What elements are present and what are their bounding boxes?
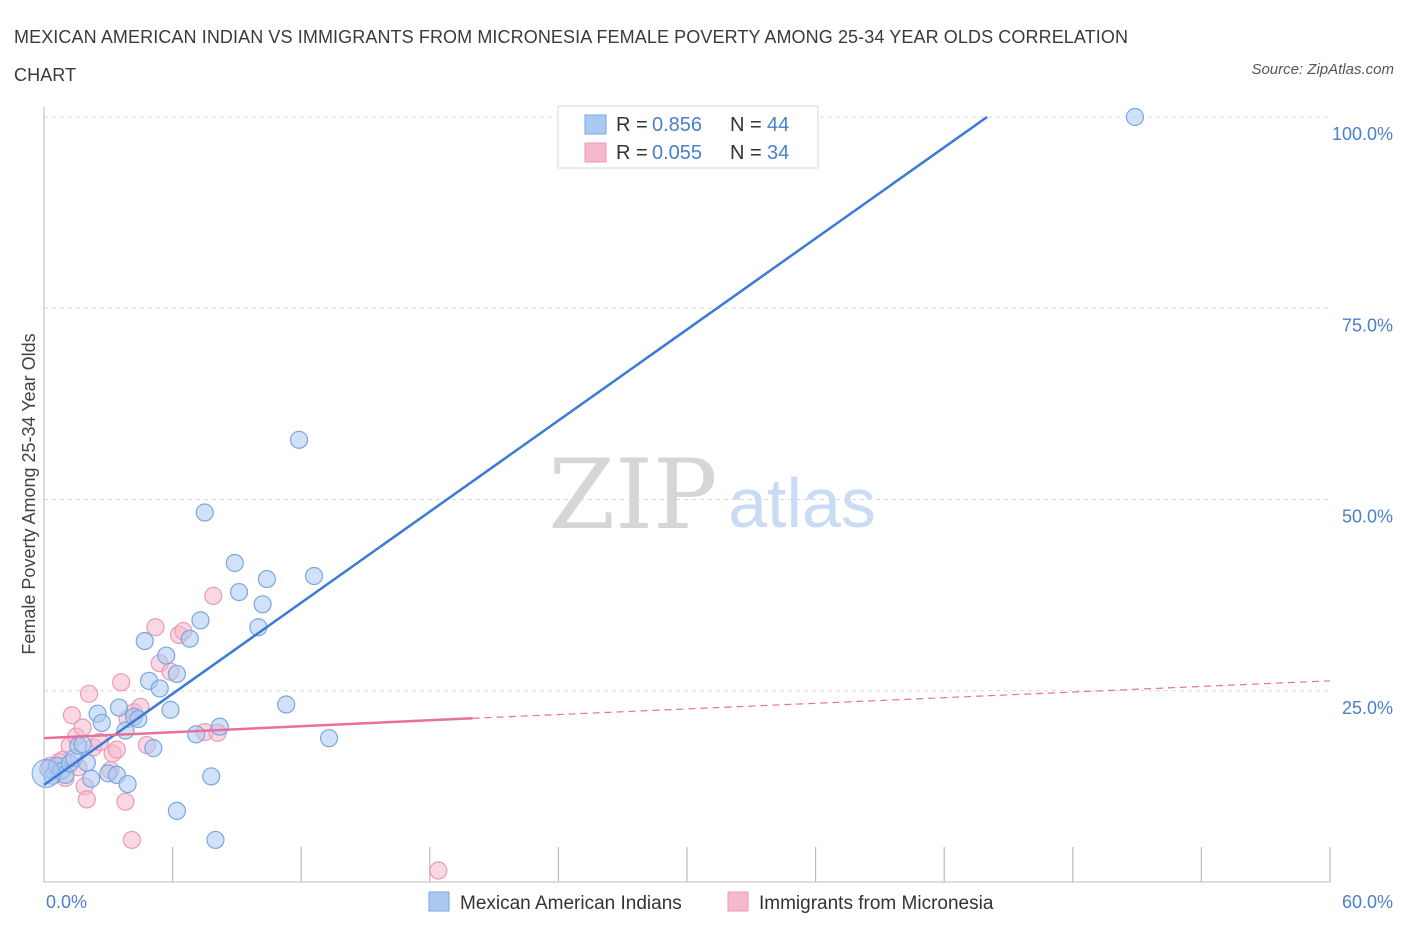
axes: 100.0% 75.0% 50.0% 25.0% 0.0% 60.0% [43,107,1393,912]
y-tick-label: 75.0% [1342,315,1393,335]
point-mexican-american-indians [77,753,96,772]
correlation-stats-box: R = 0.856 N = 44 R = 0.055 N = 34 [557,105,819,169]
point-mexican-american-indians [73,735,92,754]
legend-swatch-mexican-american-indians [428,891,450,912]
point-mexican-american-indians [144,739,163,758]
point-mexican-american-indians [210,717,229,736]
legend-label-immigrants-micronesia: Immigrants from Micronesia [759,893,994,914]
stats-n-label: N = [730,114,762,136]
point-immigrants-micronesia [79,684,99,703]
point-mexican-american-indians [167,664,186,684]
stats-r-value: 0.856 [652,114,702,136]
point-mexican-american-indians [195,503,214,522]
stats-r-label: R = [616,114,648,136]
point-mexican-american-indians [167,801,186,820]
stats-swatch-pink [584,142,607,163]
point-immigrants-micronesia [146,618,165,637]
point-mexican-american-indians [161,700,180,719]
trendline-immigrants-micronesia-extension [472,680,1331,719]
y-tick-label: 100.0% [1332,124,1393,144]
point-immigrants-micronesia [62,706,81,725]
point-mexican-american-indians [253,595,272,614]
legend-swatch-immigrants-micronesia [727,891,749,912]
y-axis-title-group: Female Poverty Among 25-34 Year Olds [19,333,39,654]
point-immigrants-micronesia [73,718,92,737]
trendline-mexican-american-indians [43,115,988,786]
point-mexican-american-indians [109,698,129,717]
point-mexican-american-indians [304,566,324,586]
point-mexican-american-indians [82,769,101,788]
point-mexican-american-indians [225,553,244,573]
source-attribution: Source: ZipAtlas.com [1251,61,1394,78]
stats-swatch-blue [584,114,607,135]
chart-title: MEXICAN AMERICAN INDIAN VS IMMIGRANTS FR… [14,27,1129,85]
point-immigrants-micronesia [429,861,448,880]
legend: Mexican American Indians Immigrants from … [428,891,994,914]
x-tick-label-min: 0.0% [46,892,87,912]
point-mexican-american-indians [277,695,296,714]
point-immigrants-micronesia [112,673,131,692]
y-tick-label: 50.0% [1342,507,1393,527]
watermark-atlas: atlas [728,464,876,542]
point-mexican-american-indians [135,631,154,651]
point-mexican-american-indians [202,767,221,786]
point-mexican-american-indians [289,430,309,449]
trend-lines [43,115,1331,786]
y-axis-title: Female Poverty Among 25-34 Year Olds [19,333,39,654]
point-mexican-american-indians [187,725,206,744]
watermark: ZIP atlas [548,439,876,551]
point-mexican-american-indians [157,646,176,665]
legend-label-mexican-american-indians: Mexican American Indians [460,893,682,914]
point-mexican-american-indians [180,629,199,648]
point-mexican-american-indians [257,569,277,589]
trendline-immigrants-micronesia [43,717,473,740]
point-mexican-american-indians [206,830,225,850]
point-mexican-american-indians [229,582,249,602]
point-mexican-american-indians [191,611,210,630]
stats-r-label: R = [616,142,648,164]
x-tick-label-max: 60.0% [1342,892,1393,912]
point-immigrants-micronesia [122,830,141,850]
point-immigrants-micronesia [77,790,96,809]
watermark-zip: ZIP [548,439,717,551]
point-immigrants-micronesia [204,586,223,605]
stats-r-value: 0.055 [652,142,702,164]
stats-n-value: 44 [767,114,789,136]
point-mexican-american-indians [118,774,137,794]
point-mexican-american-indians [1125,107,1145,127]
grid-lines [44,116,1330,692]
y-tick-label: 25.0% [1342,698,1393,718]
point-immigrants-micronesia [116,792,135,811]
point-mexican-american-indians [92,713,111,732]
point-mexican-american-indians [150,679,169,698]
point-mexican-american-indians [319,729,339,748]
point-immigrants-micronesia [107,740,126,759]
stats-n-value: 34 [767,142,789,164]
stats-n-label: N = [730,142,762,164]
